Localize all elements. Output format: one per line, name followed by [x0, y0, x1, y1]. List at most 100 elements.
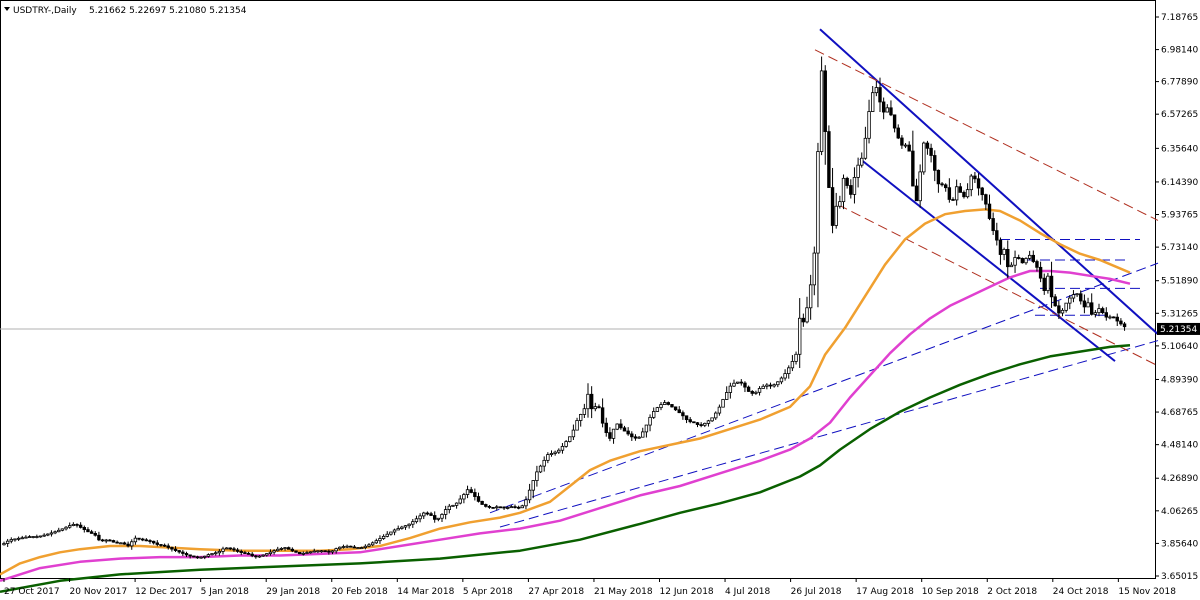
current-price-tag: 5.21354 [1157, 322, 1200, 335]
candle-up [458, 498, 462, 504]
candle-up [641, 431, 645, 438]
candle-down [148, 540, 152, 542]
x-tick-label: 27 Apr 2018 [528, 587, 584, 597]
candle-up [217, 551, 222, 554]
candle-down [750, 391, 754, 394]
candle-down [933, 155, 937, 171]
candle-up [38, 535, 43, 538]
candle-up [276, 548, 280, 552]
candle-down [995, 230, 999, 241]
candle-down [108, 539, 112, 542]
candle-up [1027, 254, 1032, 259]
candle-up [787, 367, 791, 374]
candle-down [951, 199, 955, 201]
candle-up [794, 353, 798, 362]
candle-down [973, 175, 977, 180]
candle-down [297, 551, 302, 555]
candle-up [447, 505, 451, 510]
candle-down [1119, 320, 1123, 325]
candle-up [1075, 293, 1079, 296]
candle-down [914, 185, 919, 202]
candle-up [735, 381, 740, 384]
candle-down [235, 549, 240, 552]
candle-up [1068, 297, 1072, 304]
candle-up [359, 547, 364, 549]
candle-down [962, 191, 966, 198]
candle-up [593, 406, 597, 410]
candle-down [699, 424, 703, 426]
candle-down [246, 552, 251, 555]
candle-up [316, 550, 320, 553]
x-tick-label: 20 Feb 2018 [332, 587, 388, 597]
candle-down [998, 239, 1003, 255]
candle-up [5, 540, 10, 544]
candle-down [115, 541, 119, 544]
candle-up [454, 502, 459, 506]
candle-up [757, 388, 762, 393]
candle-down [878, 87, 882, 103]
candle-up [922, 142, 926, 173]
candle-down [159, 544, 163, 546]
candle-down [630, 433, 634, 438]
candle-up [644, 424, 649, 433]
candle-up [560, 445, 565, 451]
candle-up [400, 526, 404, 529]
candle-up [363, 545, 368, 548]
dropdown-triangle-icon[interactable] [4, 7, 10, 11]
candle-up [524, 499, 528, 507]
candle-down [286, 547, 291, 550]
x-tick-label: 20 Nov 2017 [70, 587, 128, 597]
candle-up [520, 505, 524, 509]
candle-up [798, 317, 802, 355]
candle-up [356, 547, 360, 549]
candle-up [495, 506, 499, 509]
candle-down [166, 545, 170, 548]
candle-down [907, 144, 911, 152]
candle-up [283, 547, 287, 550]
candle-down [936, 169, 941, 185]
candle-up [407, 523, 411, 527]
y-tick-label: 4.26890 [1161, 474, 1198, 484]
candle-down [78, 524, 83, 528]
candle-up [392, 529, 397, 533]
candle-up [816, 151, 820, 254]
candle-down [633, 436, 638, 439]
candle-down [184, 553, 189, 556]
candle-down [984, 194, 988, 205]
candle-up [389, 531, 393, 535]
candle-down [1115, 316, 1119, 322]
candle-down [1020, 258, 1025, 264]
candle-down [126, 543, 130, 547]
candle-down [688, 419, 692, 423]
candle-up [783, 373, 787, 379]
candle-down [188, 554, 192, 557]
candle-down [502, 506, 506, 509]
x-tick-label: 4 Jul 2018 [725, 587, 770, 597]
candle-up [546, 454, 550, 461]
candle-down [195, 556, 200, 559]
candle-down [947, 187, 952, 200]
candle-up [852, 177, 857, 195]
x-axis: 27 Oct 2017 20 Nov 2017 12 Dec 2017 5 Jan 2… [3, 578, 1176, 597]
candle-down [122, 542, 127, 545]
candle-up [871, 92, 875, 112]
symbol-label: USDTRY-,Daily [13, 6, 77, 16]
candle-down [673, 406, 678, 411]
candle-up [805, 307, 809, 323]
x-tick-label: 12 Dec 2017 [135, 587, 193, 597]
candle-down [97, 534, 101, 541]
candle-down [1031, 254, 1035, 262]
candle-down [140, 538, 145, 541]
candle-down [111, 540, 116, 543]
candle-up [776, 381, 780, 386]
candle-up [969, 175, 973, 191]
candle-up [46, 533, 50, 536]
x-tick-label: 26 Jul 2018 [791, 587, 842, 597]
trendline [489, 262, 1159, 514]
candle-down [294, 550, 298, 553]
candle-up [1108, 316, 1112, 319]
candle-up [330, 550, 335, 553]
candle-down [1122, 323, 1127, 328]
trendlines [489, 28, 1159, 528]
candle-down [239, 550, 243, 553]
